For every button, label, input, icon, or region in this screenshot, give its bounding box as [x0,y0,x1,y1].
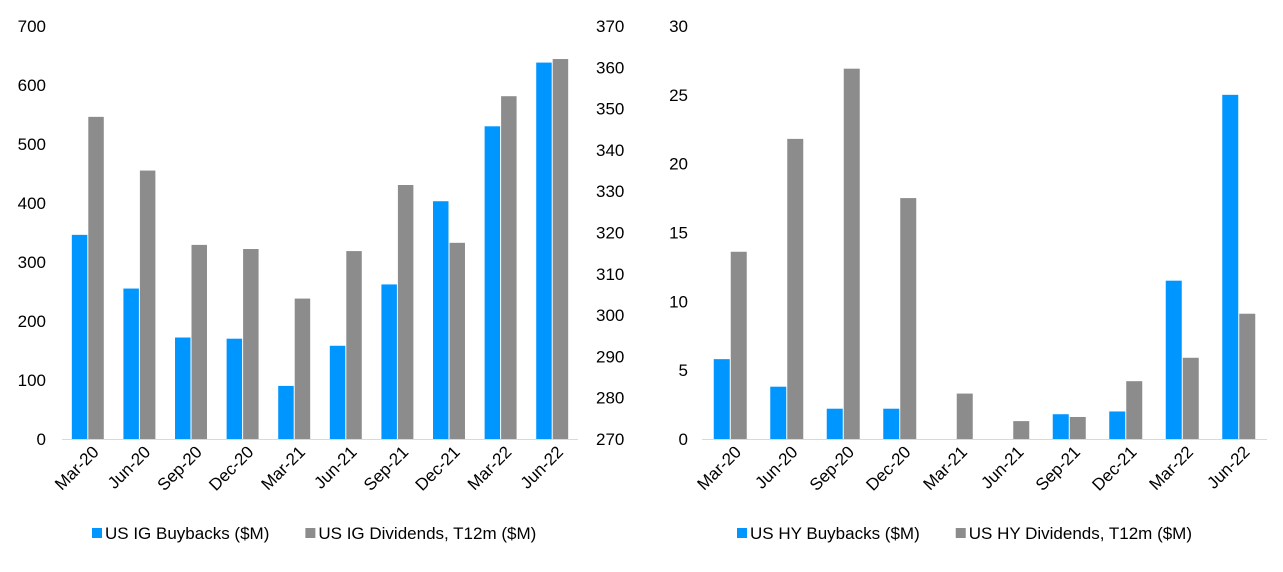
x-tick-label: Sep-20 [806,442,858,494]
y2-tick-label: 280 [596,389,624,408]
y-tick-label: 0 [679,430,688,449]
bar-series-2 [243,249,259,439]
y2-tick-label: 330 [596,182,624,201]
x-tick-label: Dec-20 [862,442,914,494]
bar-series-2 [843,68,860,439]
x-tick-label: Dec-20 [205,442,257,494]
bar-series-1 [381,284,397,439]
x-tick-label: Sep-20 [154,442,206,494]
bar-series-2 [552,59,569,439]
y-tick-label: 20 [669,155,688,174]
bar-series-1 [1165,280,1182,439]
bar-series-2 [1126,381,1143,439]
bar-series-2 [1013,421,1030,439]
x-tick-label: Mar-22 [464,442,516,494]
y2-tick-label: 370 [596,17,624,36]
bar-series-2 [397,185,414,439]
bar-series-2 [449,242,465,439]
bar-series-1 [713,359,730,439]
legend-label: US HY Buybacks ($M) [750,524,920,543]
bar-series-2 [501,96,517,440]
legend-label: US HY Dividends, T12m ($M) [969,524,1192,543]
y2-tick-label: 300 [596,306,624,325]
legend-swatch [305,528,316,538]
bar-series-1 [226,338,243,439]
bar-series-2 [191,244,207,439]
bar-series-2 [88,116,104,440]
x-tick-label: Dec-21 [412,442,464,494]
legend-swatch [92,528,102,538]
x-tick-label: Jun-22 [1203,442,1253,492]
x-tick-label: Jun-20 [104,442,154,492]
y-tick-label: 600 [18,76,46,95]
y-tick-label: 25 [669,86,688,105]
y-tick-label: 10 [669,292,688,311]
y2-tick-label: 350 [596,100,624,119]
bar-series-2 [346,251,362,439]
bar-series-1 [329,345,346,439]
bar-series-1 [278,385,294,439]
y-tick-label: 0 [37,430,46,449]
legend-swatch [737,528,747,538]
x-tick-label: Jun-22 [517,442,567,492]
y-tick-label: 700 [18,17,46,36]
x-tick-label: Sep-21 [360,442,412,494]
bar-series-1 [536,62,552,440]
y2-tick-label: 310 [596,265,624,284]
bar-series-2 [900,198,917,439]
bar-series-2 [1239,313,1256,439]
y-tick-label: 100 [18,371,46,390]
bar-series-2 [730,251,747,439]
bar-series-2 [956,393,973,439]
x-tick-label: Jun-21 [310,442,360,492]
x-tick-label: Dec-21 [1088,442,1140,494]
x-tick-label: Mar-22 [1146,442,1198,494]
x-tick-label: Mar-20 [694,442,746,494]
y-tick-label: 30 [669,17,688,36]
y-tick-label: 500 [18,135,46,154]
bar-series-1 [71,234,88,439]
bar-series-1 [1222,94,1239,439]
legend-label: US IG Buybacks ($M) [105,524,269,543]
x-tick-label: Jun-20 [751,442,801,492]
x-tick-label: Mar-21 [920,442,972,494]
bar-series-2 [787,138,804,440]
ig-chart: 0 100 200 300 400 500 600 700 270 280 290 300 310 320… [18,17,625,543]
bar-series-1 [826,408,843,439]
y-tick-label: 400 [18,194,46,213]
y-tick-label: 15 [669,224,688,243]
bar-series-2 [1069,416,1086,439]
bar-series-1 [770,386,787,439]
y2-tick-label: 290 [596,347,624,366]
bar-series-1 [1052,414,1069,439]
bar-series-1 [175,337,191,439]
bar-series-1 [1109,411,1126,439]
bar-series-2 [1182,357,1199,439]
bar-series-1 [484,126,501,440]
bar-series-1 [433,201,449,439]
bar-series-2 [294,298,311,439]
bar-series-2 [139,170,156,440]
x-tick-label: Mar-21 [258,442,310,494]
y-tick-label: 200 [18,312,46,331]
y-tick-label: 300 [18,253,46,272]
x-tick-label: Mar-20 [51,442,103,494]
legend-swatch [955,528,966,538]
y2-tick-label: 360 [596,58,624,77]
bar-series-1 [883,408,900,439]
y2-tick-label: 270 [596,430,624,449]
x-tick-label: Jun-21 [977,442,1027,492]
bar-series-1 [123,288,139,439]
legend-label: US IG Dividends, T12m ($M) [318,524,536,543]
x-tick-label: Sep-21 [1032,442,1084,494]
y-tick-label: 5 [679,361,688,380]
y2-tick-label: 320 [596,224,624,243]
y2-tick-label: 340 [596,141,624,160]
